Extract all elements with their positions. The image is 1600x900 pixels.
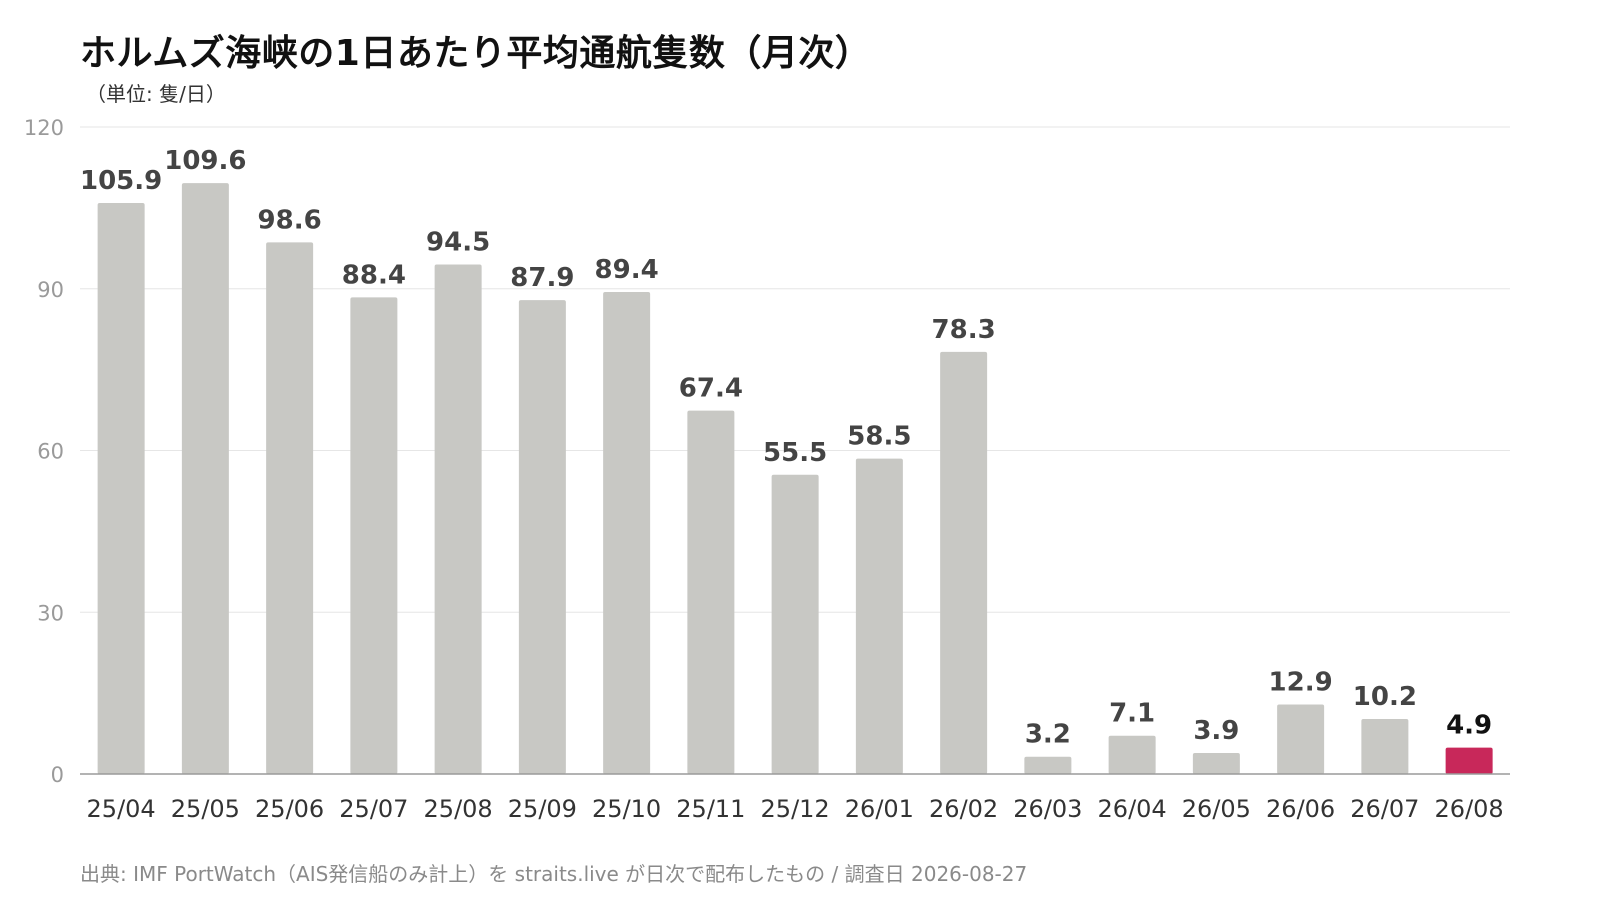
bar: [1024, 756, 1072, 774]
bar: [603, 291, 651, 774]
x-tick-label: 25/12: [761, 795, 830, 823]
bar: [181, 183, 229, 774]
x-tick-label: 25/10: [592, 795, 661, 823]
bar: [1192, 752, 1240, 774]
x-tick-label: 26/03: [1013, 795, 1082, 823]
bar: [350, 297, 398, 774]
value-label: 10.2: [1353, 682, 1417, 712]
x-tick-label: 26/02: [929, 795, 998, 823]
value-label: 12.9: [1269, 667, 1333, 697]
x-tick-label: 25/04: [87, 795, 156, 823]
bars: [97, 183, 1493, 775]
y-tick-label: 60: [37, 440, 64, 464]
y-tick-label: 90: [37, 278, 64, 302]
value-label: 67.4: [679, 374, 743, 404]
value-label: 55.5: [763, 438, 827, 468]
bar: [1108, 735, 1156, 774]
x-tick-label: 25/07: [339, 795, 408, 823]
bar: [434, 264, 482, 774]
value-label: 98.6: [258, 205, 322, 235]
bar: [855, 458, 903, 774]
bar-highlight: [1445, 747, 1493, 774]
x-tick-label: 25/11: [676, 795, 745, 823]
x-tick-label: 26/01: [845, 795, 914, 823]
bar: [1361, 719, 1409, 774]
x-tick-label: 25/08: [424, 795, 493, 823]
unit-label: （単位: 隻/日）: [86, 82, 226, 106]
x-tick-label: 25/06: [255, 795, 324, 823]
source-note: 出典: IMF PortWatch（AIS発信船のみ計上）を straits.l…: [80, 862, 1028, 886]
value-label: 89.4: [595, 255, 659, 285]
x-tick-label: 26/08: [1435, 795, 1504, 823]
x-tick-label: 26/07: [1350, 795, 1419, 823]
value-label: 94.5: [426, 227, 490, 257]
axes: 0 30 60 90 120 25/04 25/05 25/06 25/07 25/08 25/09…: [24, 116, 1510, 823]
x-tick-label: 26/05: [1182, 795, 1251, 823]
bar: [1277, 704, 1325, 774]
value-label: 7.1: [1109, 699, 1155, 729]
bar: [518, 300, 566, 774]
value-label: 88.4: [342, 260, 406, 290]
x-tick-label: 26/04: [1098, 795, 1167, 823]
x-tick-label: 25/05: [171, 795, 240, 823]
bar: [687, 410, 735, 774]
y-tick-label: 30: [37, 601, 64, 625]
bar: [266, 242, 314, 775]
chart-title: ホルムズ海峡の1日あたり平均通航隻数（月次）: [80, 33, 872, 74]
y-tick-label: 0: [51, 763, 64, 787]
value-label: 105.9: [80, 166, 162, 196]
x-tick-label: 26/06: [1266, 795, 1335, 823]
value-label: 4.9: [1446, 711, 1492, 741]
bar: [771, 474, 819, 774]
y-tick-label: 120: [24, 116, 64, 140]
bar: [940, 351, 988, 774]
value-label: 109.6: [164, 146, 246, 176]
value-label: 87.9: [510, 263, 574, 293]
value-label: 3.2: [1025, 720, 1071, 750]
value-label: 78.3: [932, 315, 996, 345]
x-tick-label: 25/09: [508, 795, 577, 823]
value-label: 3.9: [1193, 716, 1239, 746]
bar: [97, 203, 145, 774]
value-label: 58.5: [847, 422, 911, 452]
